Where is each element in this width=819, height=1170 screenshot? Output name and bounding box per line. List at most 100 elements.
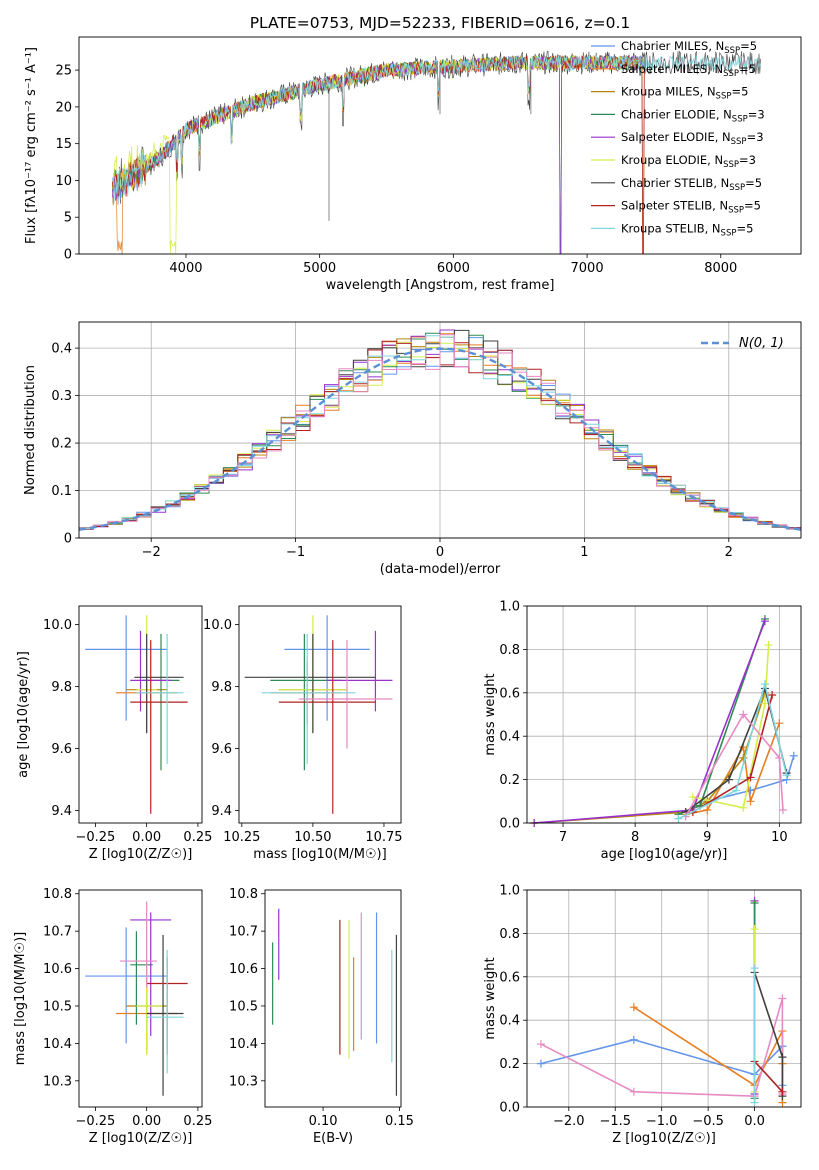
legend-sub: SSP — [723, 69, 739, 79]
y-tick-label: 1.0 — [499, 884, 520, 899]
legend-name: Kroupa MILES, N — [621, 85, 716, 99]
y-tick-label: 5 — [64, 211, 72, 226]
legend-sub: SSP — [723, 160, 739, 170]
x-tick-label: 0 — [436, 545, 444, 560]
legend-suffix: =3 — [748, 107, 765, 121]
y-tick-label: 9.6 — [51, 742, 72, 757]
weight-marker — [746, 786, 755, 795]
weight-marker — [750, 1098, 759, 1107]
x-tick-label: −0.5 — [692, 1114, 724, 1129]
x-axis-label: E(B-V) — [313, 1131, 353, 1146]
legend-sub: SSP — [721, 228, 737, 238]
x-tick-label: 0.00 — [132, 830, 161, 845]
y-tick-label: 10.0 — [43, 618, 72, 633]
x-tick-label: 0.0 — [744, 1114, 765, 1129]
x-tick-label: 10.50 — [294, 830, 331, 845]
x-tick-label: −1.5 — [599, 1114, 631, 1129]
x-tick-label: 6000 — [437, 261, 470, 276]
errorbar-point — [146, 949, 184, 1074]
legend-suffix: =5 — [736, 221, 753, 235]
weight-marker — [789, 751, 798, 760]
y-tick-label: 10.3 — [229, 1074, 258, 1089]
y-tick-label: 0 — [64, 532, 72, 547]
legend-name: Chabrier MILES, N — [621, 39, 724, 53]
legend-suffix: =5 — [745, 176, 762, 190]
weight-marker — [768, 690, 777, 699]
legend-label: Chabrier STELIB, NSSP=5 — [621, 176, 762, 193]
x-tick-label: 9 — [703, 830, 711, 845]
weight-marker — [775, 719, 784, 728]
legend-label: Kroupa ELODIE, NSSP=3 — [621, 153, 756, 170]
errorbar-point — [85, 615, 168, 721]
axes-frame — [238, 605, 402, 824]
y-tick-label: 10.4 — [43, 1037, 72, 1052]
weight-marker — [732, 786, 741, 795]
legend-sub: SSP — [732, 114, 748, 124]
y-tick-label: 0.4 — [499, 730, 520, 745]
y-tick-label: 10.7 — [43, 925, 72, 940]
y-axis-label: age [log10(age/yr)] — [16, 651, 31, 778]
y-tick-label: 10.7 — [229, 925, 258, 940]
x-axis-label: mass [log10(M/M☉)] — [253, 847, 386, 862]
y-tick-label: 0.0 — [499, 817, 520, 832]
y-tick-label: 0.2 — [499, 1057, 520, 1072]
spectrum-line-4 — [112, 54, 645, 254]
legend-sub: SSP — [716, 92, 732, 102]
y-tick-label: 0.6 — [499, 970, 520, 985]
x-tick-label: 10.25 — [223, 830, 260, 845]
errorbar-point — [85, 927, 168, 1044]
weight-marker — [782, 771, 791, 780]
x-tick-label: −1.0 — [646, 1114, 678, 1129]
spectrum-line-3 — [112, 55, 645, 254]
y-axis-label: mass [log10(M/M☉)] — [13, 932, 28, 1065]
legend-name: Salpeter STELIB, N — [621, 199, 728, 213]
legend-label: Salpeter STELIB, NSSP=5 — [621, 199, 761, 216]
legend-sub: SSP — [731, 137, 747, 147]
x-tick-label: −2.0 — [553, 1114, 585, 1129]
axes-mass-vs-z: −0.25 0.00 0.25 10.3 10.4 10.5 10.6 10.7 10.8 — [43, 887, 212, 1129]
y-tick-label: 25 — [55, 64, 72, 79]
y-tick-label: 10.3 — [43, 1074, 72, 1089]
y-tick-label: 0.3 — [51, 389, 72, 404]
y-tick-label: 9.8 — [51, 680, 72, 695]
x-tick-label: 0.10 — [309, 1114, 338, 1129]
legend-name: Salpeter MILES, N — [621, 62, 723, 76]
weight-marker — [629, 1087, 638, 1096]
x-tick-label: 10 — [771, 830, 788, 845]
x-axis-label: age [log10(age/yr)] — [601, 847, 728, 862]
chart-title: PLATE=0753, MJD=52233, FIBERID=0616, z=0… — [250, 14, 631, 32]
y-tick-label: 9.4 — [211, 804, 232, 819]
weight-marker — [746, 773, 755, 782]
errorbar-point — [278, 640, 376, 814]
y-tick-label: 0.8 — [499, 927, 520, 942]
y-axis-label: Flux [fλ10⁻¹⁷ erg cm⁻² s⁻¹ A⁻¹] — [24, 47, 39, 244]
errorbar-point — [130, 931, 153, 1025]
x-tick-label: 4000 — [169, 261, 202, 276]
x-tick-label: 0.15 — [385, 1114, 414, 1129]
legend-sub: SSP — [728, 206, 744, 216]
weight-marker — [750, 925, 759, 934]
legend-sub: SSP — [724, 46, 740, 56]
weight-marker — [629, 1035, 638, 1044]
legend-name: Chabrier ELODIE, N — [621, 107, 732, 121]
axes-age-vs-mass: 10.25 10.50 10.75 9.4 9.6 9.8 10.0 — [203, 618, 403, 845]
y-tick-label: 10.6 — [229, 962, 258, 977]
spectrum-line-8 — [112, 54, 761, 204]
x-axis-label: wavelength [Angstrom, rest frame] — [326, 278, 555, 293]
y-tick-label: 9.8 — [211, 680, 232, 695]
weight-marker — [760, 617, 769, 626]
legend-suffix: =3 — [739, 153, 756, 167]
errorbar-point — [327, 630, 393, 712]
y-tick-label: 1.0 — [499, 600, 520, 615]
weight-marker — [536, 1040, 545, 1049]
legend-suffix: =3 — [747, 130, 764, 144]
axes-frame — [526, 889, 802, 1108]
errorbar-point — [130, 640, 188, 814]
x-tick-label: −0.25 — [75, 1114, 115, 1129]
legend-label: Kroupa STELIB, NSSP=5 — [621, 221, 753, 238]
y-tick-label: 0.2 — [51, 437, 72, 452]
legend-name: Chabrier STELIB, N — [621, 176, 729, 190]
weight-marker — [778, 805, 787, 814]
spectrum-line-5 — [112, 55, 645, 254]
